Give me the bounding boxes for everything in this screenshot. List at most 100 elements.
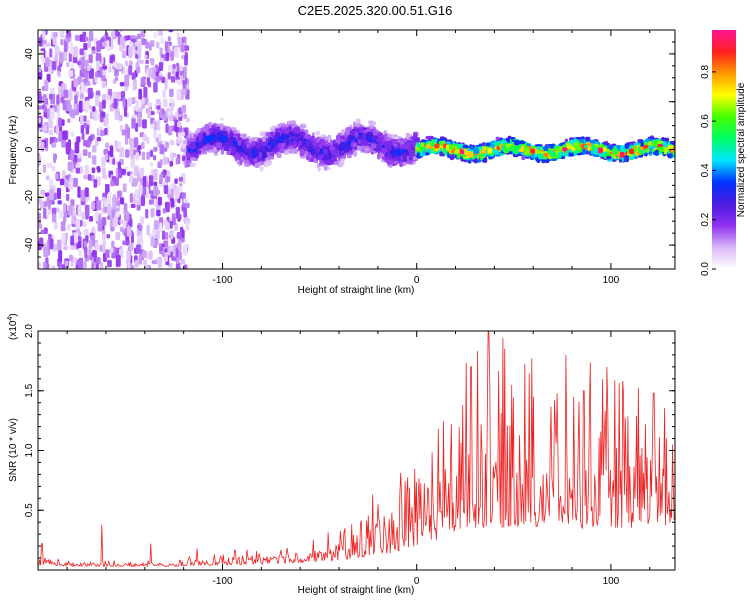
spectrogram-cell: [128, 138, 134, 146]
spectrogram-cell: [245, 138, 249, 144]
spectrogram-cell: [75, 167, 80, 174]
spectrogram-cell: [356, 118, 361, 123]
spectrogram-cell: [159, 246, 163, 252]
spectrogram-cell: [51, 265, 56, 269]
spectrogram-cell: [208, 136, 213, 141]
spectrogram-cell: [110, 180, 115, 187]
spectrogram-cell: [170, 51, 174, 61]
spectrogram-cell: [157, 196, 162, 206]
spectrogram-cell: [285, 144, 289, 148]
spectrogram-cell: [38, 261, 41, 269]
spectrogram-cell: [153, 220, 159, 230]
spectrogram-cell: [119, 197, 125, 205]
spectrogram-cell: [96, 167, 101, 173]
spectrogram-cell: [49, 93, 53, 100]
spectrogram-cell: [331, 156, 335, 161]
spectrogram-cell: [146, 151, 151, 160]
spectrogram-cell: [146, 224, 150, 236]
spectrogram-cell: [167, 245, 171, 256]
spectrogram-cell: [138, 254, 143, 265]
spectrogram-cell: [86, 64, 91, 71]
spectrogram-cell: [135, 100, 139, 112]
spectrogram-cell: [302, 147, 308, 151]
spectrogram-cell: [90, 175, 95, 182]
spectrogram-cell: [163, 100, 168, 108]
spectrogram-cell: [57, 117, 62, 127]
spectrogram-cell: [153, 181, 158, 187]
spectrogram-cell: [49, 48, 53, 58]
spectrogram-cell: [129, 193, 133, 203]
spectrogram-cell: [40, 141, 45, 152]
spectrogram-cell: [153, 198, 157, 207]
spectrogram-cell: [65, 193, 70, 201]
spectrogram-cell: [57, 65, 62, 73]
spectrogram-cell: [169, 97, 173, 104]
spectrogram-cell: [73, 78, 79, 88]
spectrogram-cell: [105, 184, 110, 195]
spectrogram-cell: [63, 211, 68, 217]
spectrogram-cell: [175, 157, 180, 165]
spectrogram-cell: [84, 164, 89, 175]
spectrogram-cell: [169, 161, 174, 167]
spectrogram-cell: [92, 106, 96, 112]
spectrogram-cell: [283, 124, 289, 128]
spectrogram-cell: [56, 239, 62, 251]
spectrogram-cell: [67, 161, 73, 172]
spectrogram-cell: [362, 129, 367, 134]
spectrogram-cell: [165, 141, 169, 149]
spectrogram-cell: [175, 71, 179, 78]
spectrogram-cell: [82, 149, 88, 157]
spectrogram-cell: [294, 127, 301, 134]
spectrogram-cell: [140, 77, 145, 86]
spectrogram-cell: [138, 107, 143, 113]
spectrogram-cell: [83, 228, 89, 236]
spectrogram-cell: [38, 66, 42, 73]
spectrogram-cell: [196, 127, 201, 133]
spectrogram-cell: [68, 180, 74, 190]
spectrogram-cell: [336, 135, 341, 140]
spectrogram-cell: [184, 45, 190, 51]
spectrogram-cell: [69, 254, 73, 262]
spectrogram-cell: [129, 144, 135, 157]
spectrogram-cell: [407, 148, 414, 152]
spectrogram-cell: [80, 189, 86, 202]
spectrogram-cell: [42, 124, 48, 132]
spectrogram-cell: [133, 180, 138, 185]
spectrogram-cell: [38, 137, 42, 144]
spectrogram-cell: [188, 133, 192, 138]
spectrogram-cell: [401, 148, 405, 153]
spectrogram-cell: [181, 143, 186, 149]
spectrogram-cell: [161, 108, 165, 115]
spectrogram-cell: [308, 135, 312, 139]
spectrogram-cell: [145, 59, 149, 65]
spectrogram-cell: [63, 245, 68, 250]
spectrogram-cell: [50, 87, 55, 94]
spectrogram-cell: [315, 131, 321, 136]
spectrogram-cell: [222, 131, 227, 136]
spectrogram-cell: [103, 201, 109, 207]
spectrogram-cell: [85, 139, 91, 148]
spectrogram-cell: [56, 187, 62, 199]
spectrogram-cell: [102, 41, 107, 47]
spectrogram-cell: [179, 65, 184, 72]
spectrogram-cell: [42, 242, 48, 248]
spectrogram-cell: [149, 110, 155, 116]
spectrogram-cell: [181, 192, 186, 200]
spectrogram-cell: [119, 147, 125, 158]
spectrogram-cell: [382, 156, 387, 161]
spectrogram-cell: [47, 209, 51, 216]
spectrogram-cell: [319, 159, 324, 165]
spectrogram-cell: [55, 102, 60, 113]
spectrogram-cell: [232, 137, 237, 141]
spectrogram-cell: [408, 154, 414, 158]
spectrogram-cell: [66, 61, 70, 68]
spectrogram-cell: [88, 247, 92, 257]
spectrogram-cell: [165, 232, 169, 240]
spectrogram-cell: [105, 142, 110, 149]
spectrogram-cell: [159, 159, 164, 166]
spectrogram-cell: [254, 162, 260, 169]
spectrogram-cell: [329, 139, 333, 146]
spectrogram-cell: [383, 130, 388, 135]
spectrogram-cell: [38, 105, 42, 110]
spectrogram-cell: [373, 135, 379, 140]
